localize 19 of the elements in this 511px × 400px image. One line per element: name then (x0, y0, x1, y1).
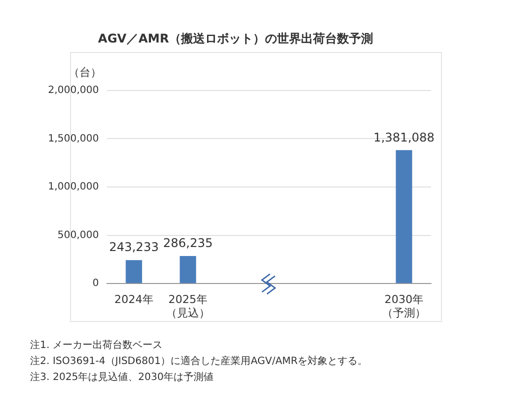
x-tick-label: 2024年 (114, 293, 154, 306)
y-tick-label: 1,500,000 (48, 133, 99, 144)
x-tick-label: 2030年（予測） (382, 293, 426, 320)
y-tick-label: 500,000 (58, 230, 99, 241)
y-tick-label: 1,000,000 (48, 182, 99, 193)
y-axis-title: （台） (68, 66, 102, 79)
bar (180, 256, 196, 284)
bar (126, 260, 142, 284)
data-label: 243,233 (109, 240, 159, 254)
y-tick-label: 0 (92, 278, 99, 290)
y-tick-label: 2,000,000 (48, 84, 99, 96)
data-label: 286,235 (163, 236, 213, 250)
data-label: 1,381,088 (373, 130, 435, 144)
x-tick-label: 2025年（見込） (166, 293, 210, 320)
bar (396, 150, 412, 284)
text: 注2. ISO3691-4（JISD6801）に適合した産業用AGV/AMRを対象とする。 (30, 354, 368, 369)
text: 注1. メーカー出荷台数ベース (30, 338, 164, 353)
text: 注3. 2025年は見込値、2030年は予測値 (30, 370, 215, 385)
chart-title: AGV／AMR（搬送ロボット）の世界出荷台数予測 (98, 31, 373, 46)
